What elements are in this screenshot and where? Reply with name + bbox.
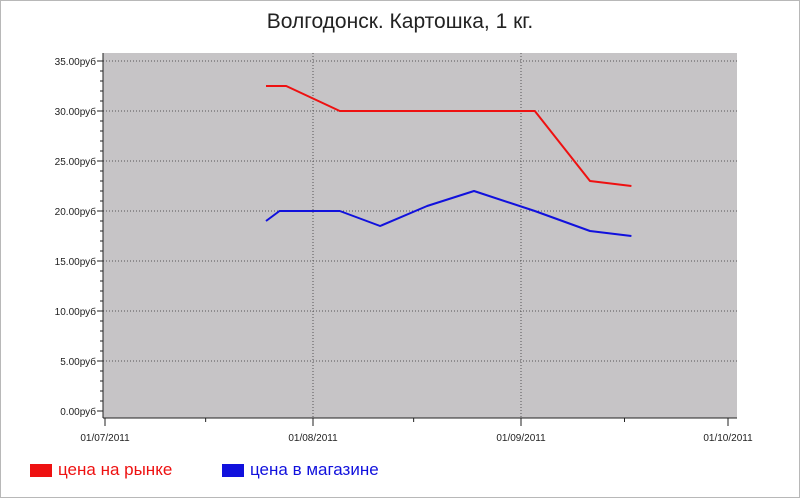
legend-item-market: цена на рынке bbox=[30, 459, 172, 481]
y-tick-label: 10.00руб bbox=[55, 306, 97, 318]
x-tick-label: 01/07/2011 bbox=[80, 433, 130, 444]
y-tick-label: 25.00руб bbox=[55, 156, 97, 168]
y-tick-label: 35.00руб bbox=[55, 56, 97, 68]
y-tick-label: 30.00руб bbox=[55, 106, 97, 118]
y-tick-label: 20.00руб bbox=[55, 206, 97, 218]
x-tick-label: 01/08/2011 bbox=[288, 433, 338, 444]
x-tick-label: 01/10/2011 bbox=[703, 433, 753, 444]
y-tick-label: 0.00руб bbox=[60, 406, 96, 418]
legend-label-market: цена на рынке bbox=[58, 460, 173, 479]
plot-area bbox=[103, 53, 737, 418]
chart-title: Волгодонск. Картошка, 1 кг. bbox=[266, 10, 534, 33]
legend-swatch-market bbox=[30, 463, 52, 477]
legend-label-store: цена в магазине bbox=[250, 460, 379, 479]
legend-swatch-store bbox=[222, 463, 244, 477]
x-tick-label: 01/09/2011 bbox=[496, 433, 546, 444]
legend-item-store: цена в магазине bbox=[222, 459, 379, 481]
y-tick-label: 15.00руб bbox=[55, 256, 97, 268]
y-tick-label: 5.00руб bbox=[60, 356, 96, 368]
